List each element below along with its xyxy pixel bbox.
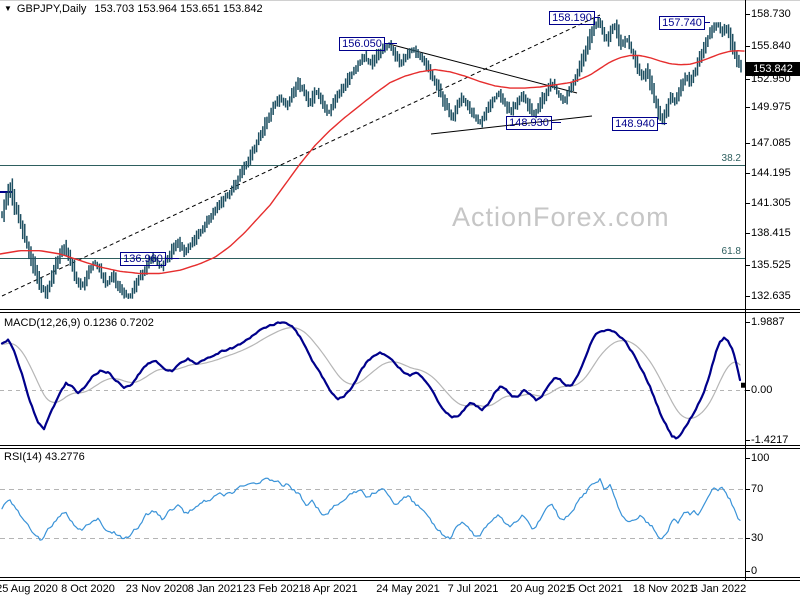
date-axis-label: 20 Aug 2021 — [510, 583, 572, 595]
watermark: ActionForex.com — [452, 202, 670, 232]
rsi-indicator-label: RSI(14) 43.2776 — [4, 451, 85, 463]
date-axis-label: 23 Feb 2021 — [243, 583, 305, 595]
price-axis-label: 158.730 — [751, 8, 791, 20]
macd-indicator-label: MACD(12,26,9) 0.1236 0.7202 — [4, 317, 154, 329]
moving-average-line — [0, 50, 745, 275]
date-axis-label: 8 Apr 2021 — [304, 583, 358, 595]
date-axis-label: 3 Jan 2022 — [691, 583, 747, 595]
macd-current-value-marker — [741, 382, 746, 388]
ohlc-values: 153.703 153.964 153.651 153.842 — [94, 3, 263, 15]
current-price-tag: 153.842 — [746, 62, 800, 76]
price-axis-label: 144.195 — [751, 167, 791, 179]
trendline — [388, 43, 578, 94]
macd-axis-label: 1.9887 — [751, 316, 785, 328]
price-axis-label: 141.305 — [751, 197, 791, 209]
macd-axis-label: -1.4217 — [751, 434, 789, 446]
price-axis-label: 147.085 — [751, 137, 791, 149]
price-axis-label: 152.950 — [751, 73, 791, 85]
price-axis-label: 132.635 — [751, 290, 791, 302]
rsi-axis-label: 0 — [751, 565, 758, 577]
date-axis-label: 23 Nov 2020 — [125, 583, 189, 595]
macd-main-line — [0, 321, 742, 440]
date-axis-label: 7 Jul 2021 — [447, 583, 499, 595]
price-annotation-box: 157.740 — [659, 16, 705, 30]
collapse-arrow-icon[interactable]: ▼ — [4, 4, 12, 13]
date-axis-label: 24 May 2021 — [376, 583, 440, 595]
rsi-axis-label: 70 — [751, 483, 764, 495]
symbol-title: ▼ GBPJPY,Daily 153.703 153.964 153.651 153… — [4, 3, 263, 15]
dashed-trendline — [1, 14, 601, 297]
price-axis-label: 138.415 — [751, 227, 791, 239]
rsi-axis-label: 30 — [751, 532, 764, 544]
price-annotation-box: 136.960 — [120, 252, 166, 266]
date-axis-label: 8 Jan 2021 — [187, 583, 243, 595]
price-annotation-box: 156.050 — [339, 37, 385, 51]
price-axis-label: 149.975 — [751, 101, 791, 113]
price-annotation-box: 148.940 — [612, 117, 658, 131]
trendline — [430, 115, 593, 135]
price-axis-label: 135.525 — [751, 259, 791, 271]
price-axis-label: 155.840 — [751, 40, 791, 52]
rsi-line — [1, 477, 741, 541]
date-axis-label: 5 Oct 2021 — [569, 583, 623, 595]
date-axis-label: 8 Oct 2020 — [61, 583, 115, 595]
fib-level-label: 38.2 — [721, 153, 741, 164]
fib-level-label: 61.8 — [721, 246, 741, 257]
price-annotation-box: 158.190 — [549, 11, 595, 25]
price-annotation-box: 148.930 — [506, 116, 552, 130]
macd-signal-line — [1, 327, 741, 420]
rsi-axis-label: 100 — [751, 452, 770, 464]
date-axis-label: 18 Nov 2021 — [632, 583, 696, 595]
macd-axis-label: 0.00 — [751, 384, 773, 396]
symbol-name: GBPJPY,Daily — [16, 3, 87, 15]
date-axis-label: 25 Aug 2020 — [0, 583, 58, 595]
